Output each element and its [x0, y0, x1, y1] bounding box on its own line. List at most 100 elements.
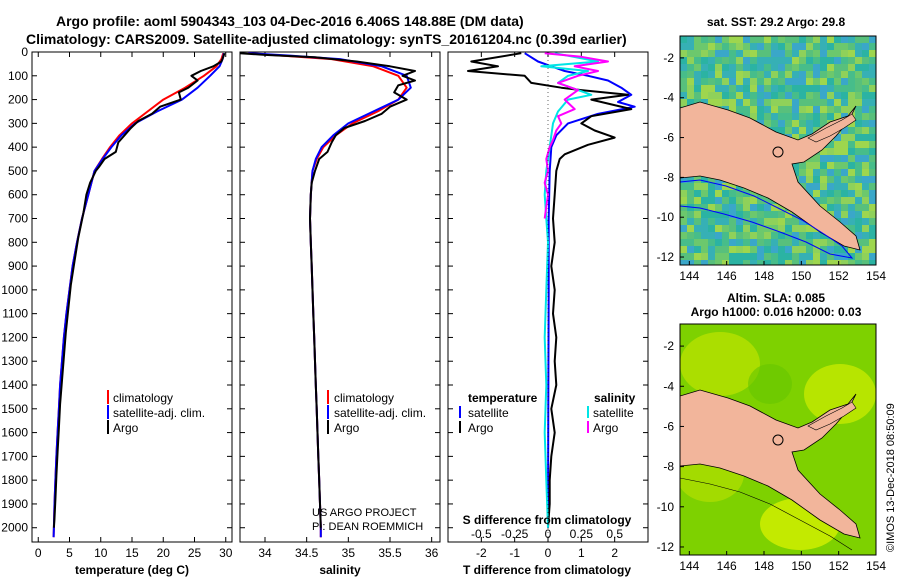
- salinity-series: [239, 52, 416, 538]
- float-position-marker: [772, 146, 784, 158]
- x-tick-label: 35: [342, 546, 356, 560]
- depth-axis-ticks: 0 100 200 300 400 500 600 700 800 900 1000 1100 1200…: [1, 45, 232, 535]
- figure-title-line-2: Climatology: CARS2009. Satellite-adjuste…: [26, 31, 627, 47]
- depth-tick-label: 500: [8, 164, 28, 178]
- latitude-tick-label: -4: [663, 379, 674, 393]
- legend-t-argo-label: Argo: [468, 421, 494, 435]
- salinity-legend: climatology satellite-adj. clim. Argo: [327, 390, 426, 435]
- x-tick-label: 10: [94, 546, 108, 560]
- x-tick-label: 15: [125, 546, 139, 560]
- longitude-tick-label: 148: [754, 269, 774, 283]
- imos-timestamp: ©IMOS 13-Dec-2018 08:50:09: [885, 403, 897, 552]
- figure-title-line-1: Argo profile: aoml 5904343_103 04-Dec-20…: [56, 13, 524, 29]
- sst-latitude-ticks: -2 -4 -6 -8 -10 -12: [657, 51, 684, 264]
- sla-longitude-ticks: 144 146 148 150 152 154: [679, 551, 886, 573]
- s-diff-tick-label: -0.5: [471, 527, 492, 541]
- salinity-depth-ticks: [240, 51, 440, 529]
- x-tick-label: 0: [545, 546, 552, 560]
- sla-map-panel: Altim. SLA: 0.085 Argo h1000: 0.016 h200…: [657, 291, 887, 573]
- x-tick-label: 20: [157, 546, 171, 560]
- depth-tick-label: 1700: [1, 449, 28, 463]
- x-tick-label: 35.5: [378, 546, 402, 560]
- depth-tick-label: 200: [8, 93, 28, 107]
- temperature-panel: 0100200300400500600700800900100011001200…: [1, 45, 232, 577]
- x-tick-label: 0: [35, 546, 42, 560]
- s-difference-axis-label: S difference from climatology: [463, 513, 632, 527]
- sst-map-frame: [679, 35, 877, 266]
- temperature-plot-frame: [31, 51, 233, 543]
- s-diff-tick-label: 0.5: [606, 527, 623, 541]
- x-tick-label: 34: [258, 546, 272, 560]
- difference-axis-ticks: -2 -1 0 1 2 -0.5 -0.25 0 0.25 0.5: [471, 52, 623, 560]
- s-diff-tick-label: 0.25: [570, 527, 594, 541]
- legend-salinity-heading: salinity: [594, 391, 636, 405]
- x-tick-label: 30: [219, 546, 233, 560]
- salinity-plot-frame: [239, 51, 441, 543]
- depth-tick-label: 1200: [1, 330, 28, 344]
- x-tick-label: 1: [578, 546, 585, 560]
- longitude-tick-label: 150: [791, 269, 811, 283]
- legend-climatology-label: climatology: [334, 391, 394, 405]
- difference-legend-temperature: temperature satellite Argo: [459, 391, 538, 435]
- legend-argo-label: Argo: [334, 421, 360, 435]
- x-tick-label: -1: [509, 546, 520, 560]
- depth-tick-label: 800: [8, 235, 28, 249]
- depth-tick-label: 0: [21, 45, 28, 59]
- project-credit: US ARGO PROJECT: [312, 507, 417, 519]
- longitude-tick-label: 150: [791, 559, 811, 573]
- float-position-marker: [772, 434, 784, 446]
- legend-satellite-label: satellite-adj. clim.: [113, 406, 205, 420]
- longitude-tick-label: 152: [829, 269, 849, 283]
- depth-tick-label: 2000: [1, 521, 28, 535]
- latitude-tick-label: -8: [663, 170, 674, 184]
- s-diff-tick-label: -0.25: [501, 527, 529, 541]
- depth-tick-label: 1100: [2, 307, 28, 321]
- series-line-argo: [467, 52, 633, 528]
- sst-map-title: sat. SST: 29.2 Argo: 29.8: [707, 15, 846, 29]
- depth-tick-label: 1300: [1, 354, 28, 368]
- x-tick-label: 34.5: [295, 546, 319, 560]
- latitude-tick-label: -6: [663, 131, 674, 145]
- x-tick-label: 5: [66, 546, 73, 560]
- difference-legend-salinity: salinity satellite Argo: [587, 391, 636, 435]
- legend-temperature-heading: temperature: [468, 391, 538, 405]
- longitude-tick-label: 146: [717, 269, 737, 283]
- difference-depth-ticks: [448, 51, 648, 529]
- longitude-tick-label: 154: [866, 559, 886, 573]
- x-tick-label: 25: [188, 546, 202, 560]
- depth-tick-label: 100: [8, 69, 28, 83]
- depth-tick-label: 1400: [1, 378, 28, 392]
- legend-s-argo-label: Argo: [593, 421, 619, 435]
- latitude-tick-label: -4: [663, 91, 674, 105]
- depth-tick-label: 300: [8, 116, 28, 130]
- difference-series: [467, 52, 636, 542]
- depth-tick-label: 1000: [1, 283, 28, 297]
- depth-tick-label: 400: [8, 140, 28, 154]
- sla-map-title-line-2: Argo h1000: 0.016 h2000: 0.03: [691, 305, 862, 319]
- salinity-axis-ticks: 34 34.5 35 35.5 36: [258, 52, 439, 560]
- sla-map-image: [680, 324, 876, 555]
- series-line-s-argo: [543, 52, 609, 219]
- sla-map-title-line-1: Altim. SLA: 0.085: [727, 291, 825, 305]
- x-tick-label: -2: [476, 546, 487, 560]
- latitude-tick-label: -12: [657, 250, 675, 264]
- latitude-tick-label: -8: [663, 460, 674, 474]
- series-line-argo: [239, 52, 416, 528]
- pi-credit: PI: DEAN ROEMMICH: [312, 521, 423, 533]
- latitude-tick-label: -2: [663, 339, 674, 353]
- depth-tick-label: 700: [8, 212, 28, 226]
- depth-tick-label: 1500: [1, 402, 28, 416]
- legend-satellite-label: satellite-adj. clim.: [334, 406, 426, 420]
- depth-tick-label: 1900: [1, 497, 28, 511]
- latitude-tick-label: -12: [657, 540, 675, 554]
- longitude-tick-label: 144: [679, 269, 699, 283]
- salinity-panel: 34 34.5 35 35.5 36 salinity climatology sate…: [239, 51, 441, 577]
- sst-map-image: [680, 36, 876, 265]
- depth-tick-label: 1800: [1, 473, 28, 487]
- difference-panel: -2 -1 0 1 2 -0.5 -0.25 0 0.25 0.5 T difference fr…: [447, 51, 649, 577]
- longitude-tick-label: 154: [866, 269, 886, 283]
- x-tick-label: 2: [611, 546, 618, 560]
- latitude-tick-label: -10: [657, 500, 675, 514]
- sst-longitude-ticks: 144 146 148 150 152 154: [679, 261, 886, 283]
